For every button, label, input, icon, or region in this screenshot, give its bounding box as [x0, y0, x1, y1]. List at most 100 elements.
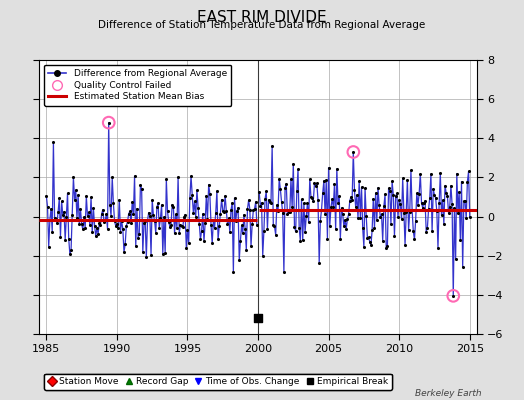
Point — [438, 212, 446, 219]
Point — [178, 222, 186, 229]
Point — [207, 221, 215, 228]
Point — [420, 200, 428, 206]
Point — [100, 219, 108, 225]
Point — [223, 220, 232, 227]
Point — [445, 204, 454, 210]
Point — [443, 192, 452, 199]
Point — [285, 209, 293, 216]
Point — [181, 212, 189, 218]
Point — [465, 214, 474, 220]
Point — [127, 220, 135, 226]
Point — [288, 204, 297, 210]
Point — [200, 238, 208, 244]
Point — [457, 178, 466, 185]
Point — [427, 171, 435, 177]
Point — [272, 202, 281, 208]
Point — [144, 217, 152, 224]
Point — [289, 160, 298, 167]
Point — [262, 188, 270, 194]
Point — [275, 176, 283, 182]
Point — [425, 195, 434, 201]
Point — [374, 184, 382, 191]
Point — [53, 219, 61, 226]
Point — [246, 206, 254, 213]
Point — [84, 209, 93, 216]
Point — [236, 237, 245, 244]
Point — [361, 185, 369, 192]
Point — [362, 213, 370, 220]
Point — [61, 236, 69, 243]
Point — [299, 237, 307, 243]
Point — [208, 240, 216, 247]
Point — [431, 194, 440, 201]
Point — [274, 207, 282, 214]
Point — [248, 221, 256, 227]
Point — [363, 235, 372, 241]
Point — [324, 164, 333, 171]
Point — [184, 240, 193, 246]
Point — [372, 190, 380, 196]
Point — [64, 235, 73, 242]
Point — [229, 269, 237, 275]
Point — [400, 210, 408, 216]
Point — [199, 211, 207, 217]
Point — [198, 228, 206, 234]
Point — [46, 216, 54, 223]
Point — [130, 173, 139, 179]
Point — [433, 208, 441, 214]
Point — [302, 213, 310, 220]
Point — [350, 187, 358, 194]
Point — [377, 211, 386, 217]
Point — [307, 194, 315, 200]
Point — [376, 214, 385, 221]
Point — [167, 222, 175, 228]
Point — [323, 236, 332, 242]
Point — [173, 225, 181, 231]
Point — [279, 210, 287, 216]
Point — [348, 197, 356, 203]
Point — [401, 242, 409, 248]
Point — [146, 212, 154, 219]
Point — [116, 228, 125, 235]
Point — [60, 208, 68, 215]
Point — [81, 225, 90, 231]
Point — [216, 210, 225, 217]
Point — [429, 186, 438, 192]
Point — [257, 200, 266, 206]
Point — [408, 206, 416, 213]
Point — [342, 225, 351, 232]
Point — [148, 197, 156, 203]
Point — [383, 243, 391, 249]
Point — [388, 178, 396, 185]
Point — [112, 223, 120, 229]
Point — [122, 223, 130, 229]
Point — [328, 196, 336, 202]
Point — [228, 200, 236, 206]
Point — [194, 204, 202, 211]
Point — [321, 211, 329, 217]
Point — [441, 182, 449, 189]
Point — [337, 204, 346, 211]
Point — [356, 214, 365, 221]
Point — [79, 226, 87, 232]
Point — [86, 222, 94, 229]
Point — [175, 229, 183, 236]
Point — [303, 200, 312, 207]
Point — [394, 214, 402, 220]
Point — [268, 143, 276, 149]
Point — [56, 233, 64, 240]
Point — [192, 213, 200, 220]
Point — [247, 243, 255, 249]
Point — [267, 200, 275, 206]
Point — [435, 200, 443, 206]
Point — [106, 202, 114, 208]
Point — [152, 204, 161, 210]
Point — [128, 199, 136, 205]
Point — [454, 210, 462, 216]
Point — [283, 211, 292, 218]
Point — [137, 186, 146, 192]
Point — [227, 207, 235, 213]
Point — [54, 209, 62, 215]
Text: EAST RIM DIVIDE: EAST RIM DIVIDE — [197, 10, 327, 25]
Point — [391, 193, 400, 200]
